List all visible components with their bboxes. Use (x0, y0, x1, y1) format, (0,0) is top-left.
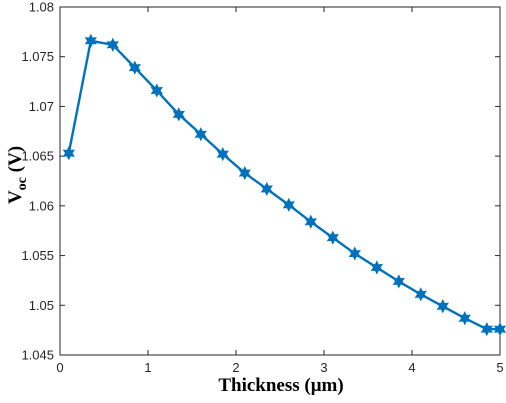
data-point-marker (414, 287, 427, 302)
data-point-marker (493, 322, 506, 337)
data-point-marker (282, 197, 295, 212)
x-tick-label: 0 (56, 360, 63, 375)
data-point-marker (62, 146, 75, 161)
y-tick-label: 1.055 (21, 248, 54, 263)
x-tick-label: 3 (320, 360, 327, 375)
data-point-marker (106, 37, 119, 52)
x-tick-labels: 0 1 2 3 4 5 (56, 360, 503, 375)
data-point-marker (348, 246, 361, 261)
y-tick-label: 1.075 (21, 49, 54, 64)
series-line (67, 39, 500, 331)
y-tick-label: 1.05 (29, 298, 54, 313)
data-point-marker (458, 311, 471, 326)
x-tick-label: 2 (232, 360, 239, 375)
plot-area-box (59, 6, 501, 356)
data-point-marker (392, 274, 405, 289)
data-point-marker (172, 107, 185, 122)
x-tick-label: 1 (144, 360, 151, 375)
data-point-marker (194, 127, 207, 142)
y-axis-label-main: V (5, 190, 26, 204)
y-axis-label-subscript: oc (15, 177, 30, 190)
data-point-marker (150, 83, 163, 98)
data-point-marker (216, 147, 229, 162)
data-point-marker (326, 230, 339, 245)
y-axis-label-unit: (V) (5, 146, 26, 177)
data-point-marker (436, 299, 449, 314)
y-axis-label: Voc (V) (5, 146, 30, 204)
data-point-marker (128, 60, 141, 75)
tick-marks (59, 6, 501, 356)
data-point-marker (480, 322, 493, 337)
data-point-marker (304, 214, 317, 229)
y-tick-label: 1.06 (29, 198, 54, 213)
y-tick-label: 1.07 (29, 99, 54, 114)
axes (59, 6, 501, 356)
x-tick-label: 5 (496, 360, 503, 375)
data-point-marker (84, 33, 97, 48)
data-point-marker (370, 260, 383, 275)
x-tick-label: 4 (408, 360, 415, 375)
data-point-marker (260, 181, 273, 197)
y-tick-label: 1.045 (21, 348, 54, 363)
y-tick-label: 1.065 (21, 149, 54, 164)
data-series (62, 33, 506, 337)
y-tick-labels: 1.045 1.05 1.055 1.06 1.065 1.07 1.075 1.08 (21, 0, 54, 363)
y-tick-label: 1.08 (29, 0, 54, 15)
data-point-marker (238, 165, 251, 181)
x-axis-label: Thickness (μm) (218, 375, 343, 396)
